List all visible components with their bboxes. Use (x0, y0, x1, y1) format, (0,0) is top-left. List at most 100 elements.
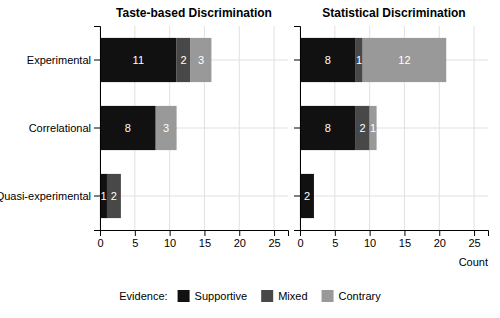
x-tick-label: 15 (399, 237, 411, 249)
x-tick-mark (170, 230, 171, 236)
x-tick-label: 20 (234, 237, 246, 249)
x-tick-label: 20 (434, 237, 446, 249)
data-label: 8 (325, 122, 331, 134)
x-tick-mark (439, 230, 440, 236)
y-tick-mark (294, 128, 300, 129)
grid-line-y (300, 196, 488, 197)
y-tick-mark (94, 128, 100, 129)
x-tick-label: 0 (297, 237, 303, 249)
y-tick-mark (294, 60, 300, 61)
y-axis (294, 27, 301, 231)
legend-title: Evidence: (119, 290, 167, 302)
data-labels: 11238312 (100, 54, 204, 202)
chart: 112383120510152025ExperimentalCorrelatio… (0, 0, 500, 318)
bar (107, 174, 121, 218)
x-tick: 15 (399, 230, 411, 249)
bar (356, 38, 363, 82)
x-tick: 25 (468, 230, 480, 249)
x-tick-mark (370, 230, 371, 236)
y-tick: Experimental (27, 54, 100, 66)
bar (191, 38, 212, 82)
x-tick: 0 (97, 230, 103, 249)
x-tick-mark (474, 230, 475, 236)
data-label: 1 (100, 190, 106, 202)
x-tick-label: 5 (332, 237, 338, 249)
bar (313, 174, 314, 218)
data-label: 1 (356, 54, 362, 66)
data-label: 2 (304, 190, 310, 202)
x-tick: 25 (268, 230, 280, 249)
y-axis-line (94, 27, 101, 231)
panel: 811282120510152025Statistical Discrimina… (294, 6, 489, 268)
bar (100, 174, 107, 218)
title: Statistical Discrimination (322, 6, 465, 20)
x-tick: 5 (332, 230, 338, 249)
x-tick: 5 (132, 230, 138, 249)
x-tick-label: 10 (164, 237, 176, 249)
x-axis-title: Count (459, 256, 488, 268)
data-label: 1 (370, 122, 376, 134)
legend: Evidence: Supportive Mixed Contrary (119, 290, 381, 302)
legend-swatch (261, 290, 273, 302)
data-label: 2 (111, 190, 117, 202)
grid (300, 26, 488, 230)
x-tick: 10 (364, 230, 376, 249)
data-label: 3 (163, 122, 169, 134)
legend-label: Contrary (339, 290, 382, 302)
data-label: 8 (125, 122, 131, 134)
legend-item: Contrary (322, 290, 382, 302)
grid (100, 26, 288, 230)
data-label: 2 (180, 54, 186, 66)
title: Taste-based Discrimination (116, 6, 272, 20)
panel: 112383120510152025ExperimentalCorrelatio… (0, 6, 289, 249)
bar (120, 174, 121, 218)
x-tick-mark (239, 230, 240, 236)
x-tick-mark (335, 230, 336, 236)
x-axis-line (301, 231, 489, 237)
legend-item: Supportive (178, 290, 248, 302)
grid-line-y (100, 196, 288, 197)
data-label: 12 (398, 54, 410, 66)
y-tick-label: Experimental (27, 54, 91, 66)
x-axis: 0 5 10 15 20 25 (297, 230, 488, 249)
bar (363, 38, 447, 82)
x-tick-label: 5 (132, 237, 138, 249)
x-axis-line (101, 231, 289, 237)
legend-item: Mixed (261, 290, 307, 302)
data-labels: 81128212 (304, 54, 411, 202)
bar (356, 106, 370, 150)
data-label: 11 (133, 54, 144, 66)
bar (177, 38, 191, 82)
y-tick: Quasi-experimental (0, 190, 100, 202)
x-tick: 20 (434, 230, 446, 249)
x-tick-mark (135, 230, 136, 236)
x-tick: 20 (234, 230, 246, 249)
legend-label: Mixed (278, 290, 307, 302)
x-tick: 10 (164, 230, 176, 249)
y-tick-label: Correlational (29, 122, 91, 134)
x-axis: 0 5 10 15 20 25 (97, 230, 288, 249)
x-tick: 15 (199, 230, 211, 249)
y-tick-mark (94, 60, 100, 61)
x-tick-mark (274, 230, 275, 236)
data-label: 2 (360, 122, 366, 134)
bar (100, 38, 177, 82)
x-tick-label: 0 (97, 237, 103, 249)
legend-swatch (322, 290, 334, 302)
x-tick-label: 10 (364, 237, 376, 249)
bar (300, 174, 314, 218)
x-tick-label: 15 (199, 237, 211, 249)
y-axis-line (294, 27, 301, 231)
x-tick-mark (404, 230, 405, 236)
bar (156, 106, 177, 150)
y-tick: Correlational (29, 122, 100, 134)
x-tick-mark (204, 230, 205, 236)
y-tick (294, 128, 300, 129)
x-tick: 0 (297, 230, 303, 249)
bars (100, 38, 211, 218)
bar (300, 38, 356, 82)
legend-label: Supportive (195, 290, 248, 302)
x-tick-label: 25 (268, 237, 280, 249)
y-tick-mark (94, 196, 100, 197)
bar (313, 174, 314, 218)
